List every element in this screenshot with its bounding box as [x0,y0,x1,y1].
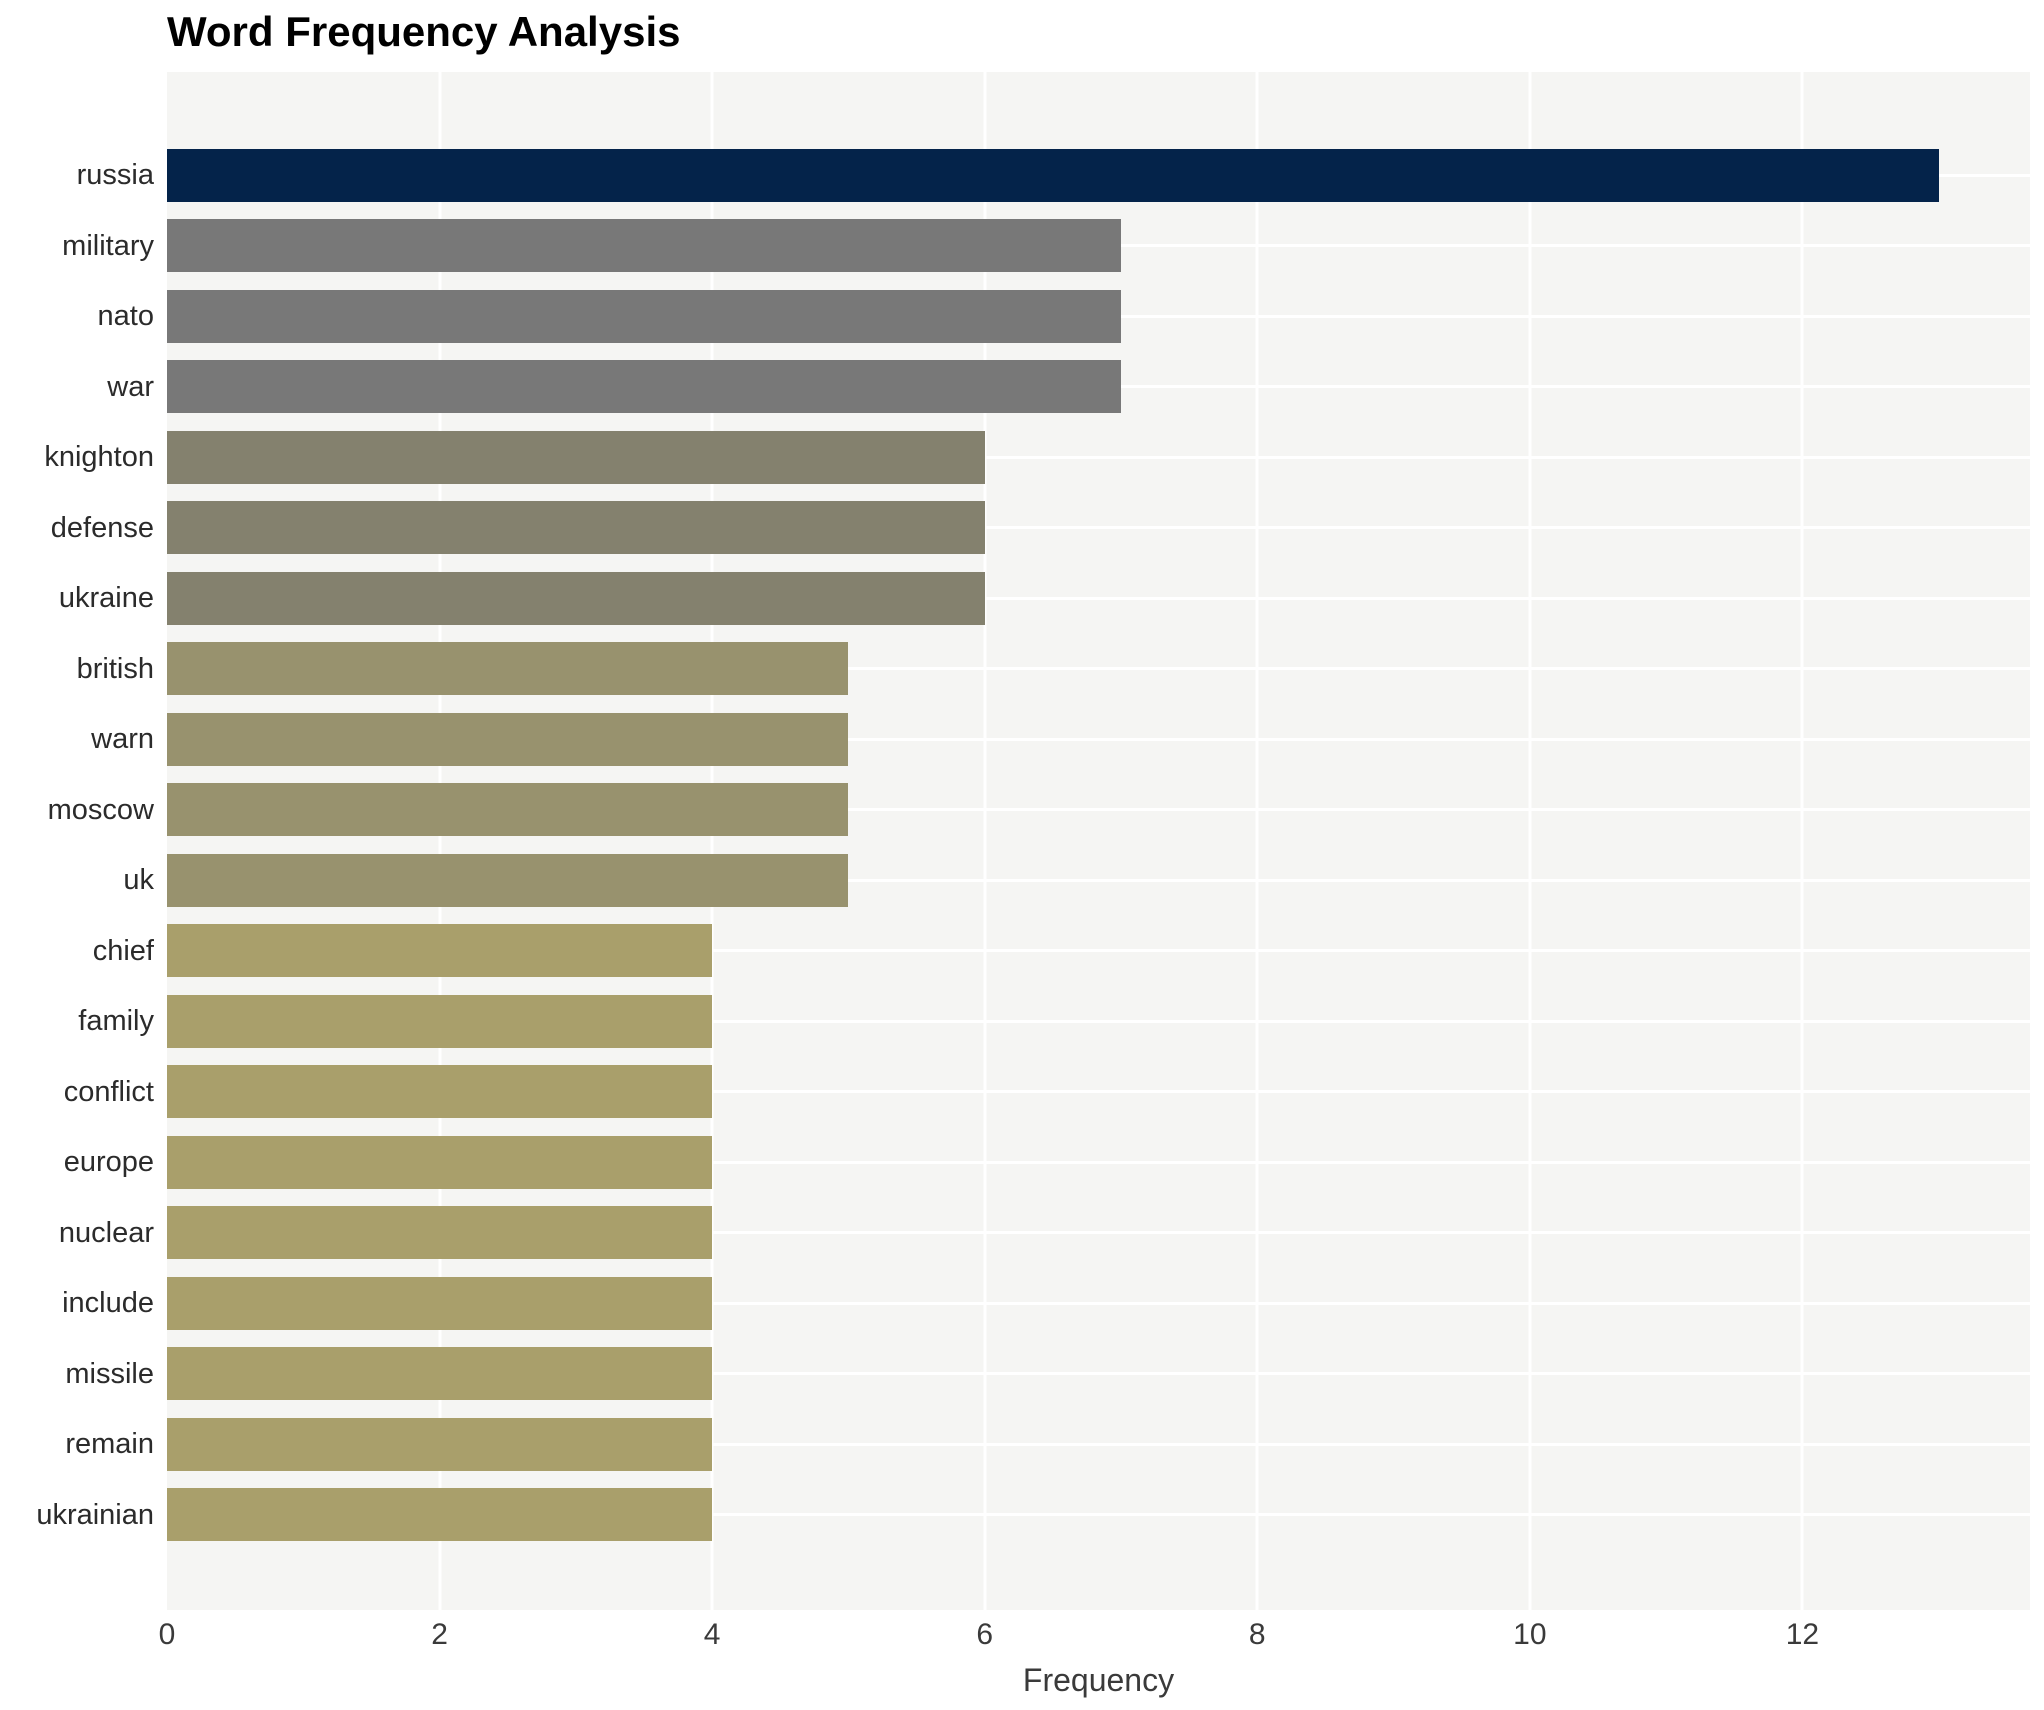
frequency-bar [167,783,849,837]
bar-row: nato [98,281,2030,352]
frequency-bar [167,289,1121,343]
frequency-bar [167,571,985,625]
frequency-bar [167,1206,713,1260]
frequency-bar [167,994,713,1048]
chart-title: Word Frequency Analysis [167,8,681,55]
x-axis-ticks: 0 2 4 6 8 10 12 [159,1618,2030,1658]
x-tick-label: 6 [976,1618,994,1651]
bar-row: war [107,352,2030,423]
category-label: ukraine [58,582,154,614]
category-label: british [76,652,154,685]
category-label: include [62,1287,154,1319]
category-label: europe [63,1146,154,1178]
bar-row: moscow [48,775,2030,846]
frequency-bar [167,1488,713,1542]
x-axis-label: Frequency [1022,1662,1175,1698]
bar-row: family [78,986,2030,1057]
x-tick-label: 4 [703,1618,721,1651]
horizontal-gridline [167,667,2030,671]
horizontal-gridline [167,455,2030,459]
horizontal-gridline [167,1019,2030,1023]
bar-row: uk [123,845,2030,916]
bar-row: british [77,634,2030,705]
horizontal-gridline [167,949,2030,953]
bar-row: remain [65,1409,2030,1480]
frequency-bar [167,924,713,978]
plot-area: russia military nato war knighton defense ukra… [36,72,2030,1610]
frequency-bar [167,1417,713,1471]
bar-row: ukrainian [36,1480,2030,1551]
bar-row: europe [64,1127,2030,1198]
bar-row: knighton [44,422,2030,493]
bar-row: include [62,1268,2030,1339]
category-label: chief [92,934,154,967]
frequency-bar [167,148,1939,202]
category-label: conflict [63,1075,154,1108]
horizontal-gridline [167,808,2030,812]
bar-row: conflict [64,1057,2030,1128]
frequency-bar [167,642,849,696]
category-label: russia [76,159,154,191]
vertical-gridline [438,72,442,1610]
category-label: nuclear [58,1216,154,1249]
horizontal-gridline [167,1513,2030,1517]
horizontal-gridline [167,526,2030,530]
bar-row: missile [65,1339,2030,1410]
bar-row: nuclear [59,1198,2030,1269]
bar-row: ukraine [59,563,2030,634]
category-label: nato [97,300,154,332]
x-tick-label: 0 [158,1618,176,1651]
bar-row: russia [77,140,2030,211]
frequency-bar [167,1347,713,1401]
vertical-gridline [983,72,987,1610]
bar-row: chief [93,916,2030,987]
frequency-bar [167,712,849,766]
horizontal-gridline [167,737,2030,741]
category-label: war [107,370,154,403]
category-label: family [78,1005,154,1037]
category-label: defense [50,511,154,544]
vertical-gridline [710,72,714,1610]
category-label: missile [65,1357,154,1390]
frequency-bar [167,1135,713,1189]
horizontal-gridline [167,1372,2030,1376]
category-label: ukrainian [36,1498,154,1531]
vertical-gridline [1800,72,1804,1610]
category-label: warn [91,723,154,755]
category-label: military [62,229,154,262]
vertical-gridline [1528,72,1532,1610]
bar-row: warn [91,704,2030,775]
horizontal-gridline [167,1090,2030,1094]
horizontal-gridline [167,596,2030,600]
bar-rows: russia military nato war knighton defense ukra… [36,140,2030,1551]
frequency-bar [167,853,849,907]
category-label: remain [65,1428,154,1460]
horizontal-gridline [167,1442,2030,1446]
category-label: uk [123,864,154,896]
frequency-bar [167,219,1121,273]
horizontal-gridline [167,1231,2030,1235]
frequency-bar [167,1276,713,1330]
x-tick-label: 12 [1785,1618,1820,1651]
category-label: moscow [47,793,154,826]
vertical-gridline [1255,72,1259,1610]
horizontal-gridline [167,1160,2030,1164]
frequency-bar [167,1065,713,1119]
frequency-bar [167,360,1121,414]
horizontal-gridline [167,878,2030,882]
frequency-bar [167,501,985,555]
frequency-bar [167,430,985,484]
x-tick-label: 10 [1513,1618,1547,1651]
bar-row: defense [51,493,2030,564]
x-tick-label: 8 [1248,1618,1266,1651]
horizontal-gridline [167,1301,2030,1305]
category-label: knighton [44,441,154,473]
bar-row: military [62,211,2030,282]
x-tick-label: 2 [431,1618,448,1651]
